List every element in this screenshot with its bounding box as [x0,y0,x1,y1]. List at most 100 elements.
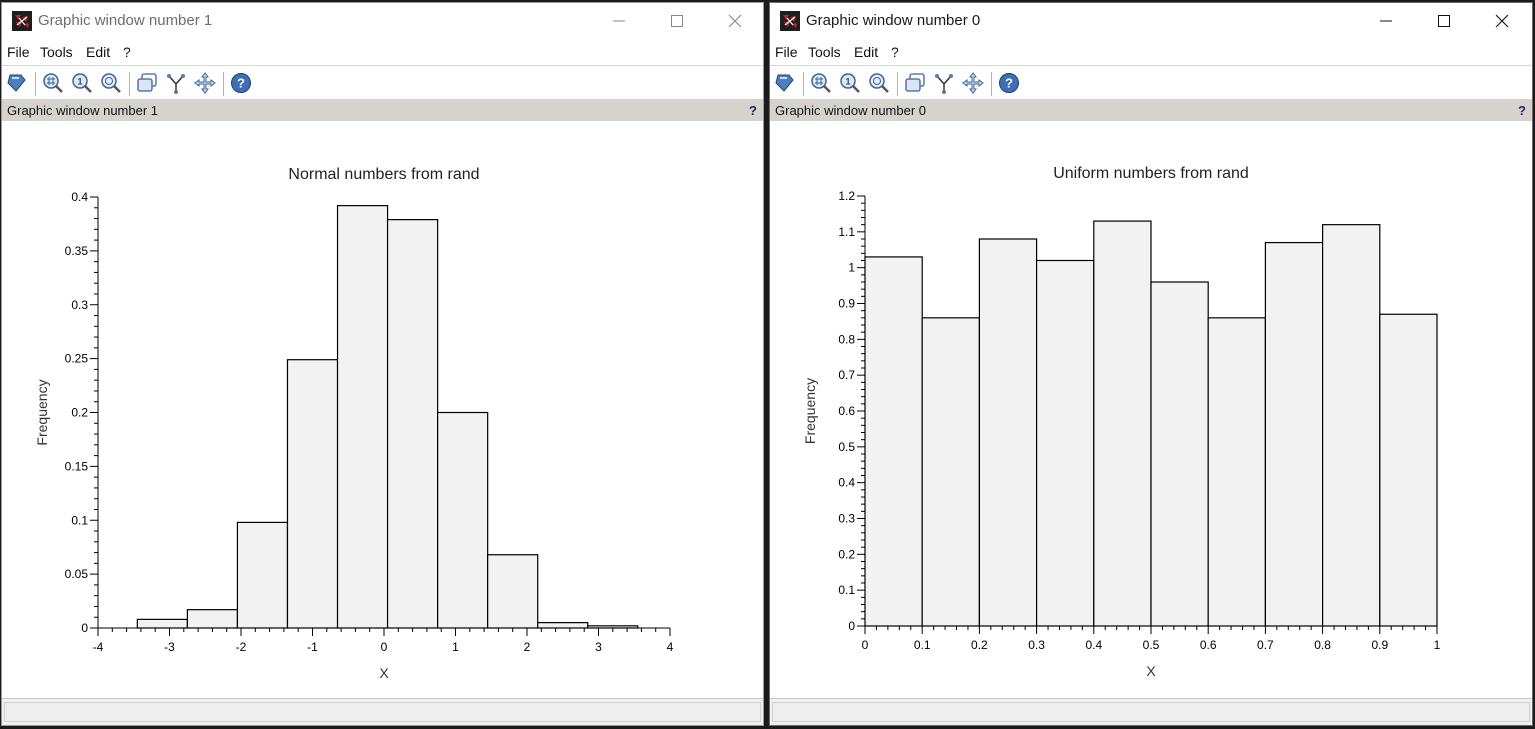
help-button[interactable]: ? [998,72,1020,94]
toolbar-separator [223,72,224,96]
zoom-in-icon [43,73,63,93]
x-tick-label: 0.9 [1371,638,1388,652]
close-button[interactable] [1473,3,1531,39]
x-tick-label: -3 [164,640,175,654]
menu-tools[interactable]: Tools [40,44,73,60]
histogram-bar [136,618,188,629]
datatip-icon [775,74,794,92]
x-tick-label: 0 [862,638,869,652]
svg-text:?: ? [1005,76,1013,91]
histogram-bar [487,554,539,629]
y-tick-label: 0.35 [65,244,89,258]
y-tick-label: 1 [848,261,855,275]
histogram-bar [1207,317,1267,627]
pan-button[interactable] [962,72,984,94]
help-icon: ? [231,73,251,93]
zoom-in-button[interactable] [810,72,832,94]
x-axis-label: X [379,665,389,681]
y-tick-label: 0 [81,621,88,635]
y-tick-label: 0.8 [838,332,855,346]
histogram-bar [186,609,239,629]
maximize-button[interactable] [648,3,706,39]
zoom-in-button[interactable] [42,72,64,94]
y-tick-label: 1.1 [838,225,855,239]
x-tick-label: 1 [1434,638,1441,652]
x-tick-label: 0.4 [1085,638,1102,652]
x-tick-label: -4 [93,640,104,654]
rotate-button[interactable] [136,72,158,94]
status-bar [770,698,1532,725]
info-bar: Graphic window number 1 ? [2,99,763,121]
histogram-bar [1150,281,1209,627]
y-tick-label: 0.1 [838,583,855,597]
zoom-area-button[interactable] [868,72,890,94]
zoom-reset-button[interactable]: 1 [839,72,861,94]
close-button[interactable] [706,3,763,39]
histogram-bar [1379,313,1438,627]
info-bar-text: Graphic window number 1 [7,103,159,118]
pan-icon [194,72,216,94]
data-select-icon [167,74,185,94]
graphic-window-1: Graphic window number 1 File Tools Edit … [1,2,764,726]
title-bar[interactable]: Graphic window number 1 [2,3,763,39]
histogram-bar [921,317,980,627]
menu-help[interactable]: ? [123,44,131,60]
histogram-plot[interactable]: Uniform numbers from rand 0 0.1 0.2 0.3 0.4 0.… [770,121,1532,699]
x-axis-label: X [1146,663,1156,679]
svg-text:1: 1 [845,77,850,87]
help-button[interactable]: ? [230,72,252,94]
histogram-bar [864,256,923,627]
y-tick-label: 0.2 [838,547,855,561]
data-select-button[interactable] [933,72,955,94]
y-axis-label: Frequency [802,378,818,444]
info-bar: Graphic window number 0 ? [770,99,1532,121]
status-bar [2,698,763,725]
maximize-button[interactable] [1415,3,1473,39]
y-tick-label: 0.05 [65,567,89,581]
zoom-reset-button[interactable]: 1 [71,72,93,94]
x-tick-label: 0.8 [1314,638,1331,652]
minimize-icon [1380,20,1392,22]
x-tick-label: 0.3 [1028,638,1045,652]
title-bar[interactable]: Graphic window number 0 [770,3,1532,39]
minimize-button[interactable] [590,3,648,39]
zoom-area-button[interactable] [100,72,122,94]
x-tick-label: 2 [524,640,531,654]
maximize-icon [1438,15,1450,27]
minimize-button[interactable] [1357,3,1415,39]
pan-icon [962,72,984,94]
menu-file[interactable]: File [775,44,798,60]
x-tick-label: 3 [595,640,602,654]
x-tick-label: -2 [236,640,247,654]
x-tick-label: 4 [667,640,674,654]
x-tick-label: 0 [381,640,388,654]
menu-help[interactable]: ? [891,44,899,60]
menu-edit[interactable]: Edit [854,44,879,60]
menu-tools[interactable]: Tools [808,44,841,60]
y-tick-label: 0.2 [71,406,88,420]
x-tick-label: 0.7 [1257,638,1274,652]
pan-button[interactable] [194,72,216,94]
datatip-button[interactable] [6,72,28,94]
scilab-app-icon [780,11,800,31]
rotate-button[interactable] [904,72,926,94]
x-tick-label: 0.2 [971,638,988,652]
datatip-button[interactable] [774,72,796,94]
y-tick-label: 0.3 [71,298,88,312]
y-tick-label: 0.3 [838,512,855,526]
y-tick-label: 0.15 [65,459,89,473]
y-tick-label: 0 [848,619,855,633]
histogram-plot[interactable]: Normal numbers from rand -4 -3 -2 -1 0 1 2 3 4 0 0.… [2,121,763,699]
toolbar-separator [897,72,898,96]
toolbar-separator [991,72,992,96]
data-select-button[interactable] [165,72,187,94]
menu-bar: File Tools Edit ? [770,39,1532,66]
toolbar: 1? [2,66,763,100]
menu-edit[interactable]: Edit [86,44,111,60]
y-tick-label: 1.2 [838,189,855,203]
info-help-icon[interactable]: ? [749,103,757,118]
info-help-icon[interactable]: ? [1518,103,1526,118]
data-select-icon [935,74,953,94]
menu-file[interactable]: File [7,44,30,60]
x-tick-label: 0.5 [1143,638,1160,652]
